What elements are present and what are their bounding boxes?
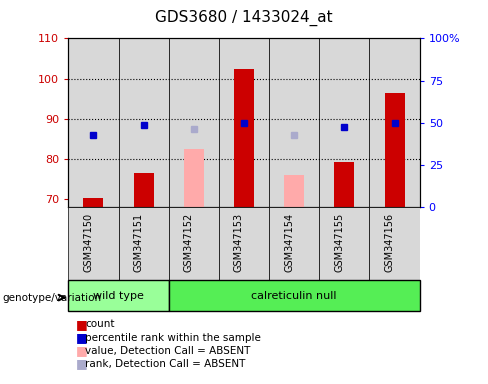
Text: ■: ■	[76, 331, 87, 344]
Bar	[369, 207, 420, 280]
Bar	[334, 162, 354, 207]
Bar	[119, 207, 169, 280]
Bar	[169, 280, 420, 311]
Bar	[68, 280, 169, 311]
Bar	[284, 175, 304, 207]
Bar	[119, 38, 169, 207]
Bar	[219, 38, 269, 207]
Text: ■: ■	[76, 344, 87, 357]
Text: ■: ■	[76, 318, 87, 331]
Bar	[169, 207, 219, 280]
Bar	[134, 173, 154, 207]
Text: GSM347151: GSM347151	[134, 213, 143, 272]
Bar	[319, 207, 369, 280]
Bar	[269, 38, 319, 207]
Text: genotype/variation: genotype/variation	[2, 293, 102, 303]
Text: GSM347153: GSM347153	[234, 213, 244, 272]
Bar	[219, 207, 269, 280]
Text: GSM347152: GSM347152	[184, 213, 194, 272]
Text: GSM347156: GSM347156	[385, 213, 395, 272]
Bar	[184, 149, 204, 207]
Bar	[68, 38, 119, 207]
Bar	[68, 207, 119, 280]
Text: count: count	[85, 319, 115, 329]
Text: value, Detection Call = ABSENT: value, Detection Call = ABSENT	[85, 346, 251, 356]
Bar	[369, 38, 420, 207]
Bar	[169, 38, 219, 207]
Text: GSM347150: GSM347150	[83, 213, 93, 272]
Bar	[83, 198, 103, 207]
Text: GDS3680 / 1433024_at: GDS3680 / 1433024_at	[155, 10, 333, 26]
Bar	[234, 69, 254, 207]
Text: percentile rank within the sample: percentile rank within the sample	[85, 333, 261, 343]
Bar	[269, 207, 319, 280]
Text: calreticulin null: calreticulin null	[251, 291, 337, 301]
Text: GSM347154: GSM347154	[284, 213, 294, 272]
Text: ■: ■	[76, 357, 87, 370]
Bar	[319, 38, 369, 207]
Text: wild type: wild type	[93, 291, 144, 301]
Bar	[385, 93, 405, 207]
Text: GSM347155: GSM347155	[334, 213, 345, 272]
Text: rank, Detection Call = ABSENT: rank, Detection Call = ABSENT	[85, 359, 246, 369]
